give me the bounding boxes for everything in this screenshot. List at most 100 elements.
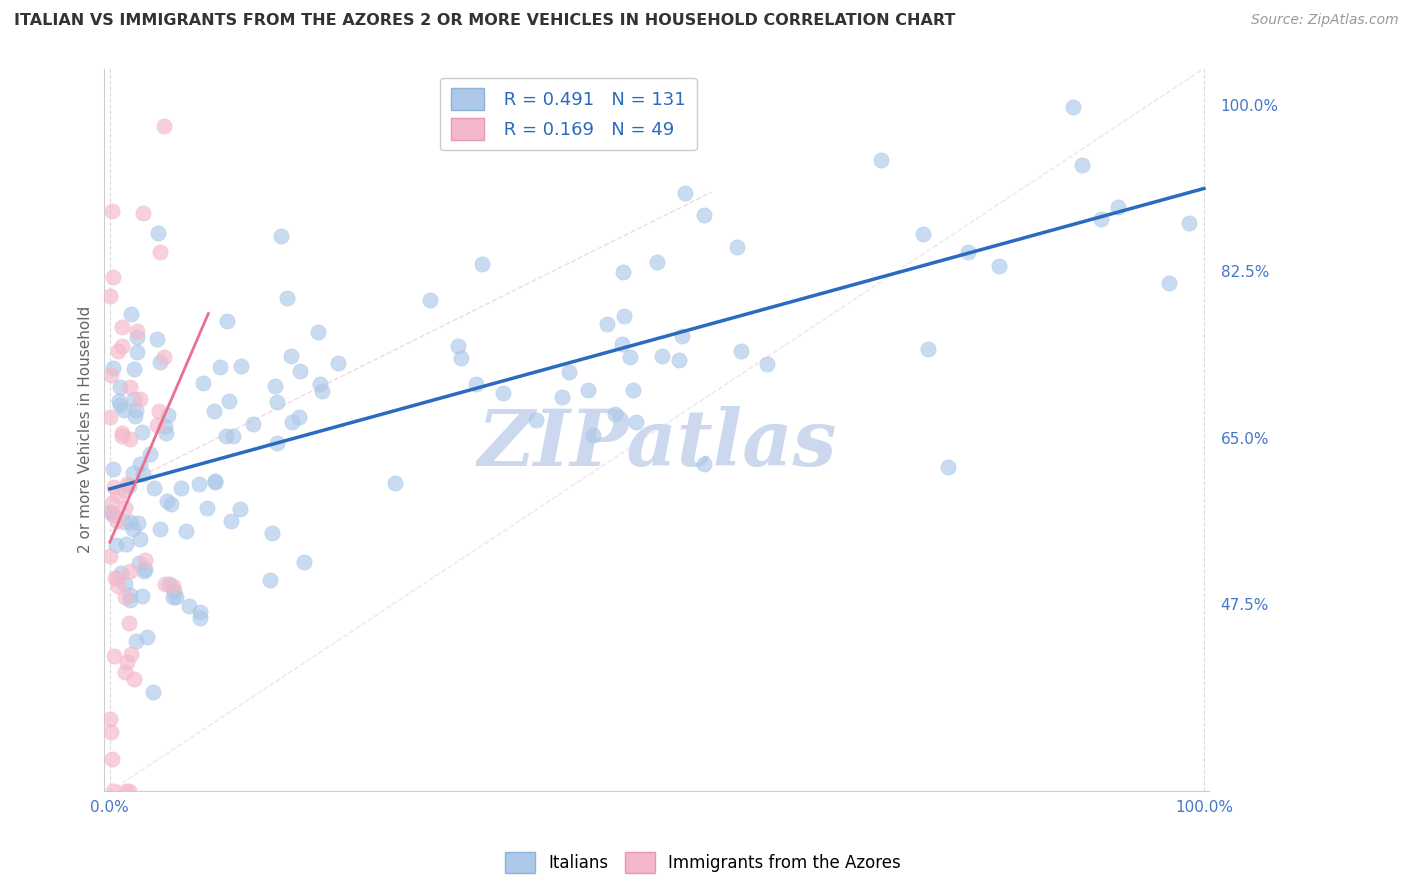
Point xyxy=(149,354,172,368)
Point xyxy=(266,395,288,409)
Point xyxy=(328,356,350,370)
Point xyxy=(218,394,240,409)
Point xyxy=(155,419,177,434)
Point xyxy=(911,227,934,241)
Point xyxy=(131,589,153,603)
Point xyxy=(146,417,169,432)
Point xyxy=(756,357,779,371)
Point xyxy=(101,784,124,798)
Point xyxy=(290,364,312,378)
Point xyxy=(270,229,292,244)
Point xyxy=(229,359,252,373)
Point xyxy=(112,402,135,417)
Point xyxy=(621,384,644,398)
Point xyxy=(122,361,145,376)
Point xyxy=(120,306,142,320)
Point xyxy=(1178,215,1201,229)
Point xyxy=(101,496,124,510)
Point xyxy=(115,655,138,669)
Point xyxy=(204,474,226,488)
Point xyxy=(127,330,149,344)
Point xyxy=(870,153,893,168)
Point xyxy=(292,556,315,570)
Point xyxy=(100,368,122,383)
Point xyxy=(103,508,125,522)
Point xyxy=(157,577,180,591)
Point xyxy=(668,352,690,367)
Point xyxy=(259,573,281,587)
Point xyxy=(100,289,122,303)
Point xyxy=(139,447,162,461)
Point xyxy=(219,514,242,528)
Point xyxy=(114,665,136,679)
Point xyxy=(118,784,141,798)
Point xyxy=(1070,158,1092,172)
Point xyxy=(129,457,152,471)
Point xyxy=(222,429,245,443)
Point xyxy=(127,516,149,531)
Point xyxy=(1062,99,1084,113)
Point xyxy=(120,515,142,529)
Point xyxy=(105,514,128,528)
Legend: Italians, Immigrants from the Azores: Italians, Immigrants from the Azores xyxy=(498,846,908,880)
Point xyxy=(103,480,125,494)
Point xyxy=(101,462,124,476)
Point xyxy=(98,549,121,563)
Point xyxy=(118,432,141,446)
Point xyxy=(111,339,134,353)
Point xyxy=(148,245,170,260)
Point xyxy=(155,425,177,440)
Point xyxy=(142,481,165,495)
Point xyxy=(582,427,605,442)
Point xyxy=(215,428,238,442)
Point xyxy=(124,672,146,686)
Point xyxy=(311,384,333,399)
Text: ITALIAN VS IMMIGRANTS FROM THE AZORES 2 OR MORE VEHICLES IN HOUSEHOLD CORRELATIO: ITALIAN VS IMMIGRANTS FROM THE AZORES 2 … xyxy=(14,13,956,29)
Point xyxy=(114,576,136,591)
Point xyxy=(118,593,141,607)
Point xyxy=(987,259,1010,273)
Point xyxy=(208,359,231,374)
Point xyxy=(134,553,156,567)
Point xyxy=(170,482,193,496)
Point xyxy=(163,584,186,599)
Point xyxy=(107,393,129,408)
Point xyxy=(107,489,129,503)
Point xyxy=(153,350,176,364)
Point xyxy=(1090,211,1112,226)
Point xyxy=(129,532,152,546)
Point xyxy=(103,649,125,664)
Point xyxy=(276,291,298,305)
Text: 82.5%: 82.5% xyxy=(1220,266,1268,280)
Point xyxy=(105,571,128,585)
Point xyxy=(128,556,150,570)
Point xyxy=(917,342,939,356)
Point xyxy=(122,392,145,407)
Point xyxy=(114,590,136,604)
Point xyxy=(110,566,132,580)
Point xyxy=(263,378,285,392)
Point xyxy=(242,417,264,432)
Point xyxy=(132,564,155,578)
Point xyxy=(936,460,959,475)
Point xyxy=(307,325,329,339)
Point xyxy=(188,605,211,619)
Point xyxy=(651,350,673,364)
Point xyxy=(131,425,153,440)
Point xyxy=(118,380,141,394)
Point xyxy=(157,408,180,422)
Point xyxy=(115,477,138,491)
Point xyxy=(619,350,641,364)
Point xyxy=(956,245,979,260)
Point xyxy=(112,483,135,497)
Point xyxy=(262,525,284,540)
Point xyxy=(122,523,145,537)
Text: 47.5%: 47.5% xyxy=(1220,599,1268,614)
Point xyxy=(280,349,302,363)
Point xyxy=(471,257,494,271)
Point xyxy=(132,467,155,481)
Point xyxy=(229,501,252,516)
Point xyxy=(309,376,332,391)
Point xyxy=(122,467,145,481)
Point xyxy=(107,579,129,593)
